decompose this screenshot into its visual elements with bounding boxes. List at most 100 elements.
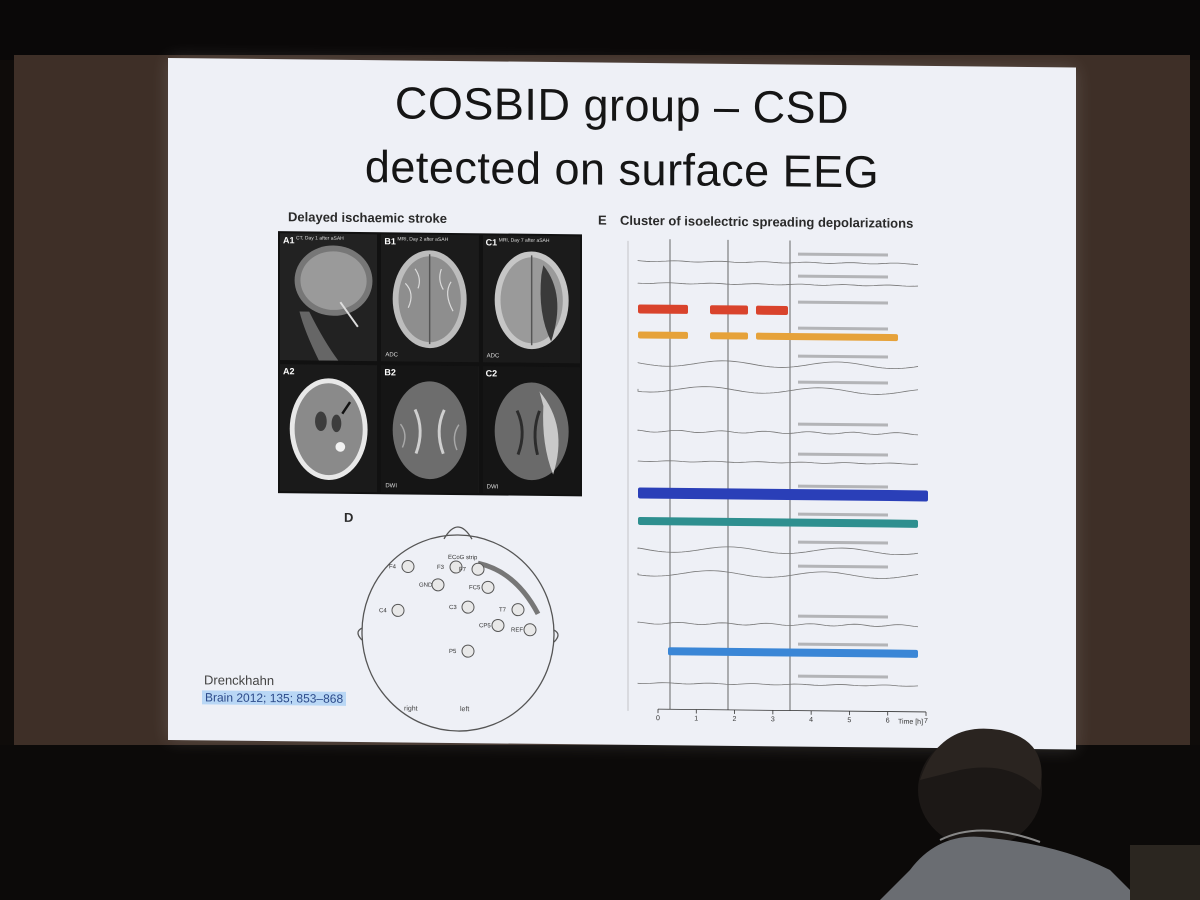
svg-text:P5: P5 [449,649,457,655]
time-tick-label: 0 [656,715,660,722]
scan-tag: DWI [486,484,499,491]
trace-label-smudge [798,540,888,545]
time-axis-ticks: 0 1 2 3 4 5 6 7 [656,709,928,725]
scan-caption: CT, Day 1 after aSAH [296,235,344,242]
svg-text:C3: C3 [449,605,457,611]
scan-tag: DWI [385,483,397,490]
svg-text:CP5: CP5 [479,623,491,629]
scan-label: A1 [283,235,295,246]
svg-text:C4: C4 [379,608,387,614]
eeg-trace-figure: 0 1 2 3 4 5 6 7 Time [h] [627,239,928,726]
electrode-head-diagram: F4 F3 F7 GND FC5 C4 C3 T7 CP5 REF P5 ECoG strip ri… [357,526,559,732]
scan-tag: ADC [486,353,500,360]
audience-person [880,728,1200,900]
electrode-cp5: CP5 [479,618,505,632]
time-axis-label: Time [h] [898,719,923,726]
ct-sagittal-image [280,233,378,362]
room-ceiling [0,0,1200,60]
trace-label-smudge [798,300,888,305]
eeg-line-trace [637,546,919,556]
eeg-line-trace [637,460,919,465]
scan-caption: MRI, Day 7 after aSAH [498,237,550,244]
slide-title-line1: COSBID group – CSD [394,77,850,134]
svg-text:T7: T7 [499,607,507,613]
mri-dwi-lesion-image [482,366,580,495]
trace-label-smudge [798,354,888,359]
time-tick-label: 3 [771,716,775,723]
svg-text:GND: GND [419,583,433,589]
time-tick-label: 7 [924,718,928,725]
eeg-line-trace [637,682,919,687]
ecog-strip-label: ECoG strip [448,555,478,561]
trace-label-smudge [798,380,888,385]
scan-label: A2 [283,366,295,377]
trace-label-smudge [798,614,888,619]
scan-c2: C2 DWI [482,366,580,495]
electrode-f3: F3 [437,560,463,574]
left-panel-title: Delayed ischaemic stroke [288,209,447,226]
time-tick-label: 4 [809,717,813,724]
svg-text:F3: F3 [437,565,445,571]
trace-label-smudge [798,564,888,569]
time-tick-label: 2 [733,716,737,723]
svg-text:F4: F4 [389,564,397,570]
electrode-gnd: GND [419,578,445,592]
trace-label-smudge [798,674,888,679]
eeg-line-trace [637,386,919,395]
citation-highlighted: Brain 2012; 135; 853–868 [202,690,347,706]
time-axis [658,708,926,713]
scan-tag: ADC [385,352,398,359]
scan-label: C1 [485,237,498,248]
scan-a1: A1 CT, Day 1 after aSAH [280,233,378,362]
eeg-band-trace [668,647,918,658]
eeg-line-trace [637,621,919,628]
scan-label: B1 [384,236,396,247]
slide-title-line2: detected on surface EEG [364,141,880,198]
mri-adc-lesion-image [482,235,580,364]
svg-text:REF: REF [511,628,523,634]
mri-adc-image [381,234,479,363]
scan-b2: B2 DWI [381,365,479,494]
electrode-ref: REF [511,623,537,637]
eeg-band-trace [638,304,788,315]
electrode-fc5: FC5 [469,580,495,594]
eeg-line-trace [637,429,919,436]
right-panel-title: Cluster of isoelectric spreading depolar… [620,212,914,231]
eeg-line-trace [637,282,919,287]
right-panel-letter: E [598,212,607,228]
electrode-f4: F4 [389,560,415,574]
time-tick-label: 1 [694,716,698,723]
trace-label-smudge [798,326,888,331]
scan-caption: MRI, Day 2 after aSAH [397,236,449,243]
scan-c1: C1 MRI, Day 7 after aSAH ADC [482,235,580,364]
scan-a2: A2 [280,364,378,493]
trace-label-smudge [798,642,888,647]
svg-text:F7: F7 [459,567,467,573]
eeg-line-trace [637,360,919,370]
time-tick-label: 5 [847,717,851,724]
right-side-label: right [404,705,418,712]
trace-group [637,252,928,687]
left-side-label: left [460,706,469,713]
presentation-slide: COSBID group – CSD detected on surface E… [168,58,1076,750]
time-tick-label: 6 [886,718,890,725]
trace-label-smudge [798,452,888,457]
eeg-band-trace [638,487,928,502]
eeg-line-trace [637,260,918,265]
eeg-line-trace [637,570,919,579]
trace-label-smudge [798,274,888,279]
scan-b1: B1 MRI, Day 2 after aSAH ADC [381,234,479,363]
ct-axial-image [280,364,378,493]
electrode-t7: T7 [499,603,525,617]
electrode-c4: C4 [379,603,405,617]
brain-scan-grid: A1 CT, Day 1 after aSAH B1 MRI, Day 2 af… [278,231,582,497]
electrode-f7: F7 [459,562,485,576]
trace-label-smudge [798,512,888,517]
trace-label-smudge [798,484,888,489]
svg-text:FC5: FC5 [469,585,481,591]
eeg-band-trace [638,516,918,528]
scan-label: B2 [384,367,396,378]
trace-label-smudge [798,422,888,427]
electrode-group: F4 F3 F7 GND FC5 C4 C3 T7 CP5 REF P5 [379,560,537,658]
author-name: Drenckhahn [204,672,275,689]
